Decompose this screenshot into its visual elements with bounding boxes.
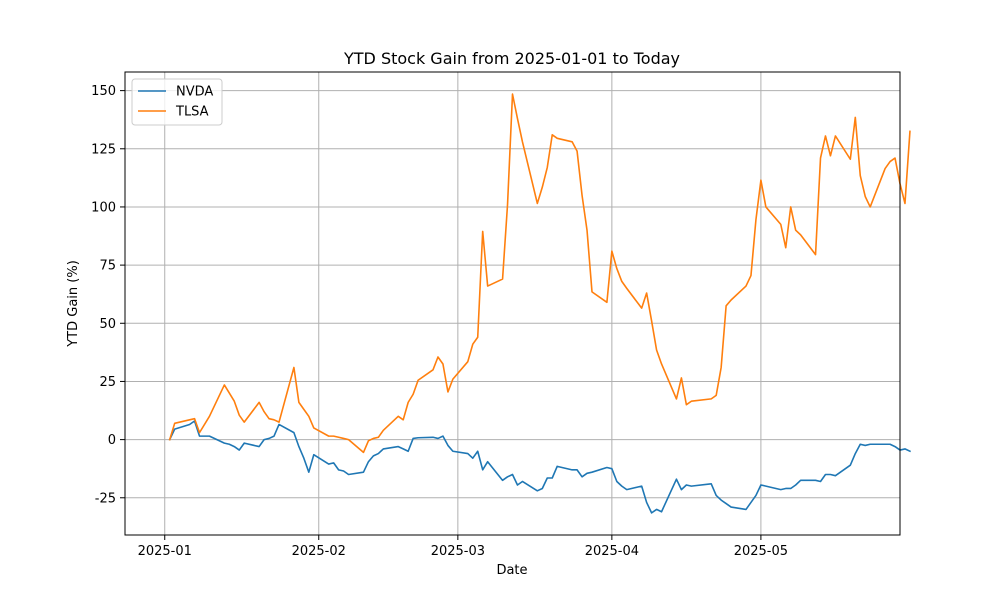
series-layer xyxy=(168,93,912,514)
x-axis-label: Date xyxy=(496,563,527,578)
y-tick-label: 0 xyxy=(108,433,116,448)
series-line-nvda xyxy=(168,420,912,514)
x-tick-label: 2025-01 xyxy=(138,544,192,559)
y-tick-label: -25 xyxy=(95,491,116,506)
x-tick-label: 2025-02 xyxy=(292,544,346,559)
y-axis-label: YTD Gain (%) xyxy=(66,260,81,348)
y-tick-label: 25 xyxy=(99,375,116,390)
grid-lines xyxy=(125,72,900,535)
y-tick-label: 75 xyxy=(99,259,116,274)
chart-title: YTD Stock Gain from 2025-01-01 to Today xyxy=(343,49,680,68)
y-tick-label: 100 xyxy=(91,200,116,215)
x-tick-label: 2025-05 xyxy=(734,544,788,559)
plot-frame xyxy=(124,71,901,536)
x-tick-label: 2025-04 xyxy=(585,544,639,559)
y-axis: -25 0 25 50 75 100 125 150 xyxy=(91,84,125,506)
y-tick-label: 125 xyxy=(91,142,116,157)
legend: NVDA TLSA xyxy=(131,78,223,126)
series-line-tlsa xyxy=(168,93,911,454)
x-axis: 2025-01 2025-02 2025-03 2025-04 2025-05 xyxy=(138,535,788,559)
legend-label-nvda: NVDA xyxy=(176,85,213,100)
y-tick-label: 50 xyxy=(99,317,116,332)
legend-label-tlsa: TLSA xyxy=(175,105,209,120)
x-tick-label: 2025-03 xyxy=(431,544,485,559)
y-tick-label: 150 xyxy=(91,84,116,99)
